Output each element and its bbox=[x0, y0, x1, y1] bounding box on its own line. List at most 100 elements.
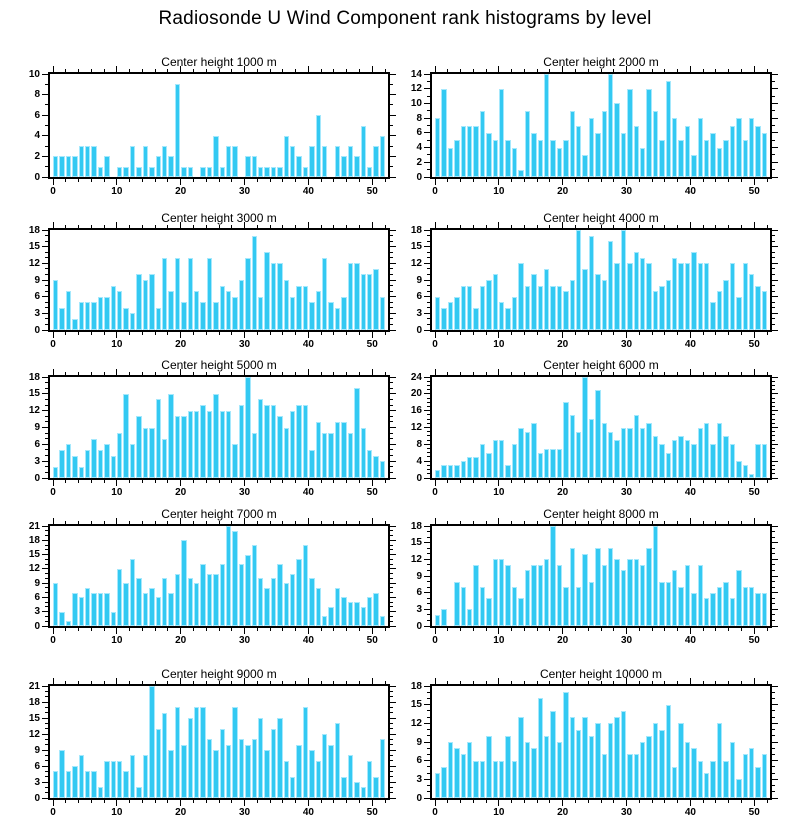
x-tick bbox=[740, 332, 742, 335]
x-tick bbox=[638, 372, 640, 375]
bar bbox=[354, 602, 360, 626]
y-tick bbox=[427, 422, 430, 424]
y-tick-label: 6 bbox=[416, 127, 422, 139]
y-tick bbox=[45, 544, 48, 546]
y-tick-label: 3 bbox=[34, 776, 40, 788]
bar bbox=[479, 110, 486, 177]
bar bbox=[354, 388, 360, 478]
y-tick bbox=[390, 770, 393, 772]
x-tick bbox=[753, 222, 755, 228]
bar bbox=[181, 416, 187, 478]
x-tick-label: 10 bbox=[111, 807, 123, 818]
bar bbox=[460, 461, 467, 478]
x-tick bbox=[574, 332, 576, 335]
bar bbox=[691, 592, 697, 626]
subplot-center-height-4000-m: Center height 4000 m 0 10 20 30 40 50 0 3 6 9 12 15 1… bbox=[411, 211, 778, 350]
y-tick bbox=[390, 717, 396, 719]
x-tick bbox=[753, 179, 755, 185]
bar bbox=[620, 710, 627, 798]
y-tick bbox=[42, 329, 48, 331]
x-tick bbox=[371, 480, 373, 486]
bar bbox=[149, 686, 155, 798]
y-tick-label: 3 bbox=[416, 773, 422, 785]
x-tick bbox=[498, 628, 500, 634]
bar bbox=[505, 307, 511, 330]
bar bbox=[697, 427, 704, 478]
bar bbox=[302, 166, 309, 177]
bar bbox=[334, 307, 341, 330]
y-tick bbox=[772, 525, 778, 527]
y-tick bbox=[772, 235, 775, 237]
bar bbox=[302, 285, 309, 330]
bars bbox=[435, 526, 768, 626]
x-tick-label: 20 bbox=[557, 339, 569, 350]
x-tick bbox=[244, 800, 246, 806]
x-tick bbox=[766, 332, 768, 335]
x-tick bbox=[320, 332, 322, 335]
bar bbox=[511, 587, 518, 626]
y-tick bbox=[772, 401, 775, 403]
x-tick-label: 10 bbox=[493, 807, 505, 818]
bar bbox=[518, 169, 524, 177]
bar bbox=[347, 146, 354, 177]
bar bbox=[473, 456, 479, 478]
x-tick bbox=[371, 222, 373, 228]
y-tick-label: 8 bbox=[416, 438, 422, 450]
bar bbox=[277, 166, 283, 177]
bar bbox=[78, 597, 85, 626]
bar bbox=[373, 776, 379, 798]
bar bbox=[659, 729, 665, 798]
x-tick bbox=[511, 179, 513, 182]
y-tick bbox=[45, 728, 48, 730]
y-tick bbox=[772, 469, 775, 471]
x-tick bbox=[600, 225, 602, 228]
y-tick bbox=[42, 246, 48, 248]
y-tick bbox=[42, 94, 48, 96]
y-tick-label: 18 bbox=[410, 520, 422, 532]
y-tick-label: 2 bbox=[416, 156, 422, 168]
y-tick bbox=[45, 770, 48, 772]
y-tick bbox=[45, 738, 48, 740]
y-tick bbox=[390, 577, 393, 579]
x-tick bbox=[766, 372, 768, 375]
x-tick bbox=[485, 480, 487, 483]
bars bbox=[53, 74, 386, 177]
y-tick bbox=[45, 606, 48, 608]
bar bbox=[129, 146, 136, 177]
x-tick bbox=[702, 372, 704, 375]
bar bbox=[225, 291, 232, 330]
y-tick bbox=[427, 452, 430, 454]
bar bbox=[640, 147, 646, 177]
x-tick bbox=[664, 225, 666, 228]
y-tick-label: 9 bbox=[34, 274, 40, 286]
y-tick bbox=[42, 73, 48, 75]
y-tick bbox=[390, 525, 396, 527]
x-tick bbox=[256, 332, 258, 335]
y-tick-label: 12 bbox=[410, 717, 422, 729]
x-tick bbox=[766, 800, 768, 803]
bar bbox=[245, 156, 251, 177]
bar bbox=[219, 166, 225, 177]
bar bbox=[296, 405, 302, 478]
x-tick bbox=[346, 69, 348, 72]
y-tick bbox=[390, 573, 393, 575]
bar bbox=[486, 280, 492, 330]
y-tick bbox=[772, 323, 775, 325]
x-tick bbox=[460, 372, 462, 375]
y-tick-label: 3 bbox=[34, 307, 40, 319]
y-tick bbox=[390, 438, 393, 440]
bar bbox=[633, 559, 639, 626]
bar bbox=[129, 313, 136, 330]
bar bbox=[563, 291, 569, 330]
x-tick bbox=[384, 179, 386, 182]
x-tick-label: 40 bbox=[302, 807, 314, 818]
y-tick bbox=[772, 597, 775, 599]
x-tick-label: 0 bbox=[50, 186, 56, 197]
bar bbox=[755, 285, 761, 330]
y-tick bbox=[772, 257, 775, 259]
bar bbox=[168, 291, 174, 330]
bar bbox=[264, 252, 270, 330]
x-tick bbox=[677, 69, 679, 72]
x-tick bbox=[740, 69, 742, 72]
bar bbox=[684, 125, 691, 177]
